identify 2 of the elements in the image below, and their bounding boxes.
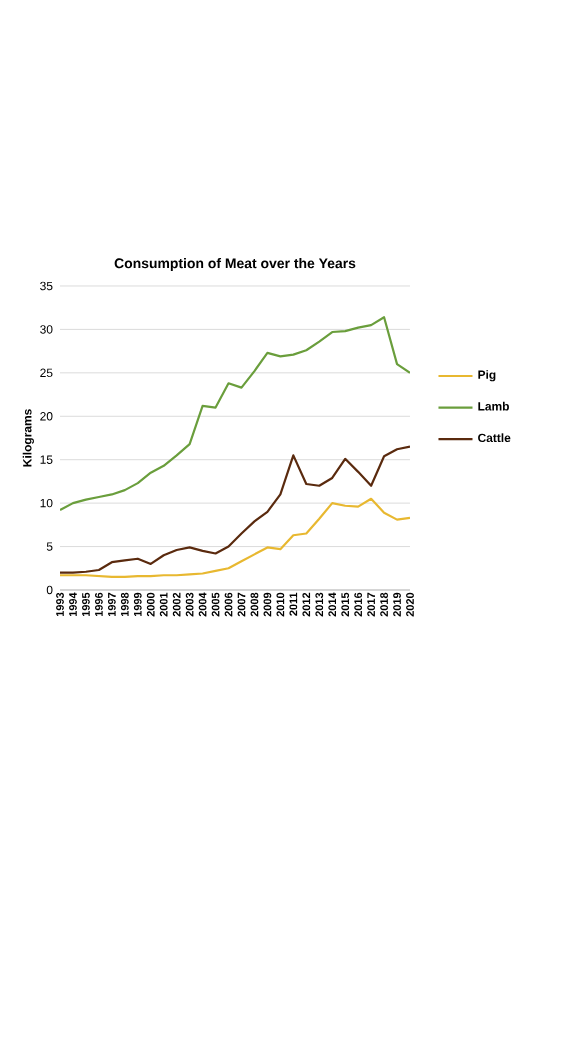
line-series — [60, 316, 410, 512]
line-series — [60, 445, 410, 574]
